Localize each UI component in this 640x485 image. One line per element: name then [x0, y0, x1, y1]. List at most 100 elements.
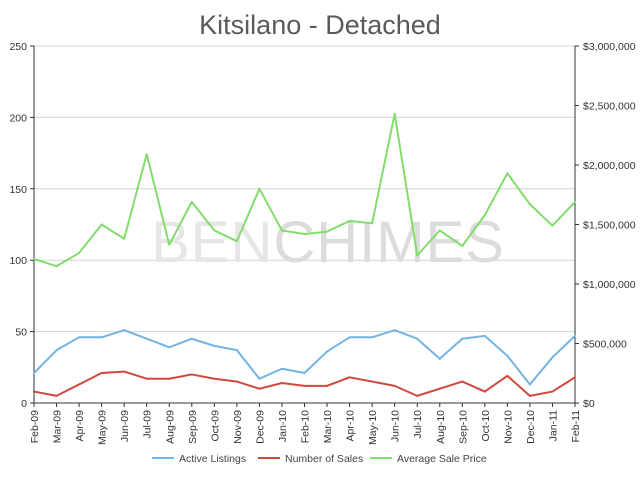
data-point — [348, 336, 351, 339]
legend: Active Listings Number of Sales Average Sa… — [152, 453, 487, 465]
data-point — [574, 200, 576, 203]
data-point — [145, 377, 148, 380]
data-point — [348, 376, 351, 379]
x-tick-label: Dec-09 — [254, 410, 266, 444]
x-tick-label: May-09 — [97, 410, 109, 445]
right-tick-label: $2,000,000 — [583, 160, 636, 172]
left-axis-ticks: 0 50 100 150 200 250 — [9, 41, 34, 410]
legend-item: Active Listings — [152, 453, 246, 465]
right-tick-label: $3,000,000 — [583, 41, 636, 53]
x-axis-ticks: Feb-09 Mar-09 Apr-09 May-09 Jun-09 Jul-09 Aug-… — [29, 403, 582, 445]
data-point — [168, 346, 171, 349]
svg-text:BENCHIMES: BENCHIMES — [151, 210, 505, 275]
data-point — [78, 336, 81, 339]
x-tick-label: Jan-11 — [547, 410, 559, 441]
left-tick-label: 200 — [9, 112, 27, 124]
data-point — [258, 377, 261, 380]
data-point — [258, 187, 261, 190]
data-point — [326, 230, 329, 233]
data-point — [235, 240, 238, 243]
data-point — [190, 337, 193, 340]
data-point — [123, 370, 126, 373]
series-number-of-sales — [33, 370, 576, 397]
data-point — [574, 376, 576, 379]
legend-label: Number of Sales — [285, 453, 363, 465]
data-point — [326, 350, 329, 353]
left-tick-label: 0 — [21, 398, 27, 410]
data-point — [280, 229, 283, 232]
right-tick-label: $1,000,000 — [583, 279, 636, 291]
x-tick-label: Aug-10 — [435, 410, 447, 444]
x-tick-label: Nov-09 — [232, 410, 244, 444]
data-point — [416, 394, 419, 397]
data-point — [33, 372, 35, 375]
right-tick-label: $500,000 — [583, 339, 627, 351]
legend-item: Number of Sales — [258, 453, 363, 465]
data-point — [416, 337, 419, 340]
x-tick-label: Apr-09 — [74, 410, 86, 442]
data-point — [574, 334, 576, 337]
x-tick-label: Feb-10 — [300, 410, 312, 443]
x-tick-label: Sep-09 — [187, 410, 199, 444]
data-point — [506, 374, 509, 377]
x-tick-label: Jun-10 — [390, 410, 402, 442]
series-line — [33, 370, 576, 397]
x-tick-label: Oct-09 — [209, 410, 221, 442]
x-tick-label: Mar-10 — [322, 410, 334, 443]
right-tick-label: $2,500,000 — [583, 101, 636, 113]
data-point — [371, 336, 374, 339]
watermark-part2: CHIMES — [273, 210, 505, 275]
data-point — [528, 383, 531, 386]
series-active-listings — [33, 329, 576, 386]
x-tick-label: Feb-11 — [570, 410, 582, 443]
data-point — [213, 344, 216, 347]
data-point — [483, 334, 486, 337]
data-point — [506, 172, 509, 175]
data-point — [55, 394, 58, 397]
data-point — [438, 357, 441, 360]
data-point — [371, 222, 374, 225]
series — [33, 112, 576, 397]
series-average-sale-price — [33, 112, 576, 268]
x-tick-label: Jul-10 — [412, 410, 424, 439]
data-point — [55, 349, 58, 352]
data-point — [483, 390, 486, 393]
data-point — [461, 337, 464, 340]
x-tick-label: Apr-10 — [345, 410, 357, 442]
left-tick-label: 100 — [9, 255, 27, 267]
data-point — [528, 203, 531, 206]
legend-label: Average Sale Price — [397, 453, 487, 465]
data-point — [461, 380, 464, 383]
data-point — [190, 200, 193, 203]
data-point — [371, 380, 374, 383]
x-tick-label: Jun-09 — [119, 410, 131, 442]
right-tick-label: $1,500,000 — [583, 220, 636, 232]
x-tick-label: Feb-09 — [29, 410, 41, 443]
x-tick-label: Sep-10 — [457, 410, 469, 444]
x-tick-label: May-10 — [367, 410, 379, 445]
legend-item: Average Sale Price — [370, 453, 487, 465]
data-point — [145, 337, 148, 340]
watermark: BENCHIMES — [151, 210, 505, 275]
data-point — [416, 254, 419, 257]
data-point — [235, 349, 238, 352]
data-point — [33, 390, 35, 393]
data-point — [168, 377, 171, 380]
data-point — [461, 244, 464, 247]
gridlines — [34, 45, 575, 333]
chart-title: Kitsilano - Detached — [199, 10, 441, 40]
data-point — [280, 382, 283, 385]
data-point — [303, 384, 306, 387]
right-axis-ticks: $0 $500,000 $1,000,000 $1,500,000 $2,000,000… — [575, 41, 636, 410]
data-point — [506, 354, 509, 357]
data-point — [528, 394, 531, 397]
data-point — [438, 387, 441, 390]
data-point — [168, 243, 171, 246]
data-point — [393, 112, 396, 115]
data-point — [303, 233, 306, 236]
data-point — [213, 229, 216, 232]
data-point — [551, 390, 554, 393]
x-tick-label: Nov-10 — [502, 410, 514, 444]
data-point — [280, 367, 283, 370]
